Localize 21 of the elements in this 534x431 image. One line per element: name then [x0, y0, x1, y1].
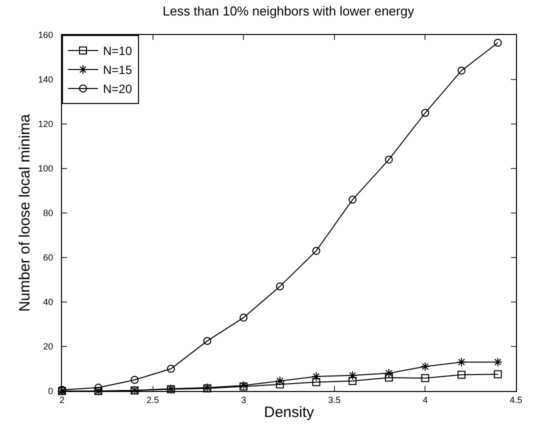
y-tick-label: 140: [38, 74, 54, 85]
x-tick-label: 2.5: [146, 394, 160, 405]
x-tick-label: 4.5: [510, 394, 522, 405]
y-axis-title: Number of loose local minima: [16, 114, 34, 312]
legend-label: N=15: [103, 63, 132, 78]
y-tick-label: 40: [43, 297, 54, 308]
y-tick-label: 60: [43, 252, 54, 263]
y-tick-label: 100: [38, 164, 54, 174]
legend-label: N=10: [103, 44, 132, 58]
y-tick-label: 160: [38, 30, 54, 40]
y-tick-label: 0: [48, 386, 54, 396]
y-tick-label: 80: [43, 208, 54, 218]
legend-label: N=20: [103, 82, 132, 96]
x-tick-label: 4: [422, 394, 428, 405]
y-tick-label: 20: [43, 342, 54, 352]
x-tick-label: 2: [59, 394, 65, 405]
x-axis-title: Density: [264, 404, 314, 421]
y-tick-label: 120: [38, 119, 54, 130]
x-tick-label: 3: [241, 394, 246, 405]
chart-title: Less than 10% neighbors with lower energy: [162, 4, 415, 19]
x-tick-label: 3.5: [328, 394, 341, 405]
